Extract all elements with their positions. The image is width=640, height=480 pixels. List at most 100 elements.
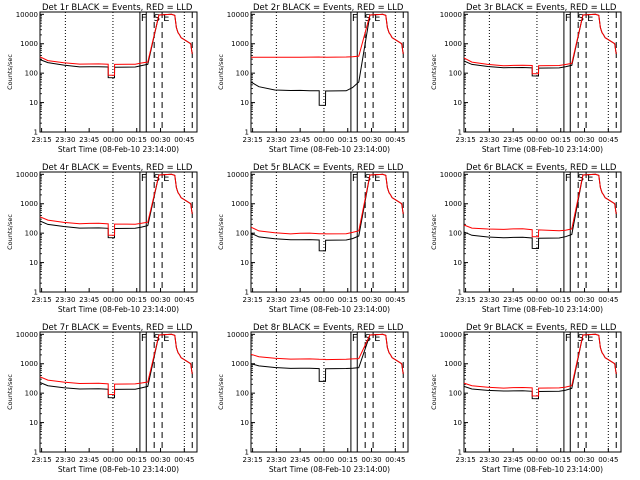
x-tick-label: 23:45 xyxy=(79,296,99,304)
y-tick-label: 100 xyxy=(25,230,38,238)
x-tick-label: 00:15 xyxy=(127,296,147,304)
x-tick-label: 23:30 xyxy=(55,296,75,304)
panel-title: Det 6r BLACK = Events, RED = LLD xyxy=(466,163,617,173)
y-tick-label: 1000 xyxy=(444,200,462,208)
y-tick-label: 10000 xyxy=(440,171,462,179)
x-axis-label: Start Time (08-Feb-10 23:14:00) xyxy=(58,305,179,314)
x-tick-label: 23:15 xyxy=(31,136,51,144)
y-tick-label: 10000 xyxy=(227,331,249,339)
x-tick-label: 00:30 xyxy=(361,456,381,464)
marker-label-s: S xyxy=(578,13,584,24)
plot-frame xyxy=(463,11,622,133)
x-tick-label: 00:15 xyxy=(338,456,358,464)
y-axis-label: Counts/sec xyxy=(430,374,438,410)
x-tick-label: 00:45 xyxy=(174,456,194,464)
marker-label-f: F xyxy=(141,333,147,344)
x-tick-label: 23:30 xyxy=(479,296,499,304)
x-tick-label: 00:00 xyxy=(314,456,334,464)
y-tick-label: 10000 xyxy=(16,11,38,19)
x-tick-label: 00:45 xyxy=(598,136,618,144)
plot-frame xyxy=(250,331,409,453)
x-tick-label: 23:45 xyxy=(290,456,310,464)
y-tick-label: 1000 xyxy=(231,40,249,48)
y-tick-label: 1000 xyxy=(231,200,249,208)
marker-label-e: E xyxy=(374,173,380,184)
y-axis-label: Counts/sec xyxy=(217,214,225,250)
x-tick-label: 00:30 xyxy=(150,296,170,304)
x-axis-label: Start Time (08-Feb-10 23:14:00) xyxy=(58,465,179,474)
panel-8: Det 8r BLACK = Events, RED = LLD 1 10 100 10… xyxy=(217,323,409,474)
panel-title: Det 3r BLACK = Events, RED = LLD xyxy=(466,3,617,13)
x-tick-label: 23:15 xyxy=(31,296,51,304)
x-tick-label: 00:45 xyxy=(598,456,618,464)
y-tick-label: 10 xyxy=(240,99,249,107)
y-tick-label: 100 xyxy=(449,390,462,398)
panel-title: Det 2r BLACK = Events, RED = LLD xyxy=(253,3,404,13)
y-tick-label: 1 xyxy=(245,449,249,457)
x-tick-label: 23:45 xyxy=(79,136,99,144)
y-tick-label: 1 xyxy=(245,129,249,137)
y-tick-label: 10000 xyxy=(16,171,38,179)
x-tick-label: 23:45 xyxy=(503,296,523,304)
y-tick-label: 1 xyxy=(458,449,462,457)
x-tick-label: 23:30 xyxy=(266,456,286,464)
y-tick-label: 10 xyxy=(29,99,38,107)
marker-label-f: F xyxy=(352,173,358,184)
x-tick-label: 00:15 xyxy=(551,456,571,464)
y-tick-label: 1 xyxy=(34,449,38,457)
series-lld-line xyxy=(463,333,617,397)
x-tick-label: 00:15 xyxy=(127,456,147,464)
y-tick-label: 10 xyxy=(453,99,462,107)
x-tick-label: 00:45 xyxy=(385,136,405,144)
marker-label-s: S xyxy=(154,13,160,24)
marker-label-f: F xyxy=(141,13,147,24)
y-axis-label: Counts/sec xyxy=(6,54,14,90)
x-tick-label: 00:00 xyxy=(527,296,547,304)
x-tick-label: 23:45 xyxy=(290,136,310,144)
marker-label-f: F xyxy=(352,333,358,344)
marker-label-e: E xyxy=(163,333,169,344)
y-tick-label: 1 xyxy=(34,129,38,137)
panel-title: Det 5r BLACK = Events, RED = LLD xyxy=(253,163,404,173)
y-tick-label: 100 xyxy=(236,390,249,398)
y-tick-label: 10000 xyxy=(227,11,249,19)
marker-label-e: E xyxy=(163,173,169,184)
x-tick-label: 23:15 xyxy=(242,456,262,464)
x-axis-label: Start Time (08-Feb-10 23:14:00) xyxy=(269,145,390,154)
marker-label-e: E xyxy=(587,333,593,344)
series-lld-line xyxy=(39,333,193,396)
y-tick-label: 10000 xyxy=(227,171,249,179)
x-tick-label: 00:30 xyxy=(574,136,594,144)
y-tick-label: 10000 xyxy=(440,331,462,339)
y-tick-label: 1000 xyxy=(20,40,38,48)
panel-title: Det 1r BLACK = Events, RED = LLD xyxy=(42,3,193,13)
series-lld-line xyxy=(250,13,404,58)
x-tick-label: 23:45 xyxy=(503,136,523,144)
plot-frame xyxy=(250,171,409,293)
series-lld-line xyxy=(250,173,404,235)
y-tick-label: 10 xyxy=(453,419,462,427)
x-tick-label: 00:45 xyxy=(174,296,194,304)
x-tick-label: 00:45 xyxy=(174,136,194,144)
panel-title: Det 9r BLACK = Events, RED = LLD xyxy=(466,323,617,333)
x-tick-label: 23:45 xyxy=(290,296,310,304)
panel-7: Det 7r BLACK = Events, RED = LLD 1 10 100 10… xyxy=(6,323,198,474)
series-lld-line xyxy=(463,13,617,75)
x-axis-label: Start Time (08-Feb-10 23:14:00) xyxy=(482,465,603,474)
panel-6: Det 6r BLACK = Events, RED = LLD 1 10 100 10… xyxy=(430,163,622,314)
x-tick-label: 00:30 xyxy=(574,456,594,464)
y-axis-label: Counts/sec xyxy=(6,374,14,410)
x-tick-label: 00:30 xyxy=(361,296,381,304)
marker-label-e: E xyxy=(374,333,380,344)
x-tick-label: 00:00 xyxy=(103,456,123,464)
x-axis-label: Start Time (08-Feb-10 23:14:00) xyxy=(58,145,179,154)
panel-title: Det 4r BLACK = Events, RED = LLD xyxy=(42,163,193,173)
panel-5: Det 5r BLACK = Events, RED = LLD 1 10 100 10… xyxy=(217,163,409,314)
x-tick-label: 00:15 xyxy=(551,296,571,304)
y-tick-label: 1000 xyxy=(231,360,249,368)
series-lld-line xyxy=(39,173,193,236)
plot-frame xyxy=(39,11,198,133)
x-axis-label: Start Time (08-Feb-10 23:14:00) xyxy=(269,465,390,474)
x-axis-label: Start Time (08-Feb-10 23:14:00) xyxy=(482,305,603,314)
marker-label-f: F xyxy=(565,13,571,24)
